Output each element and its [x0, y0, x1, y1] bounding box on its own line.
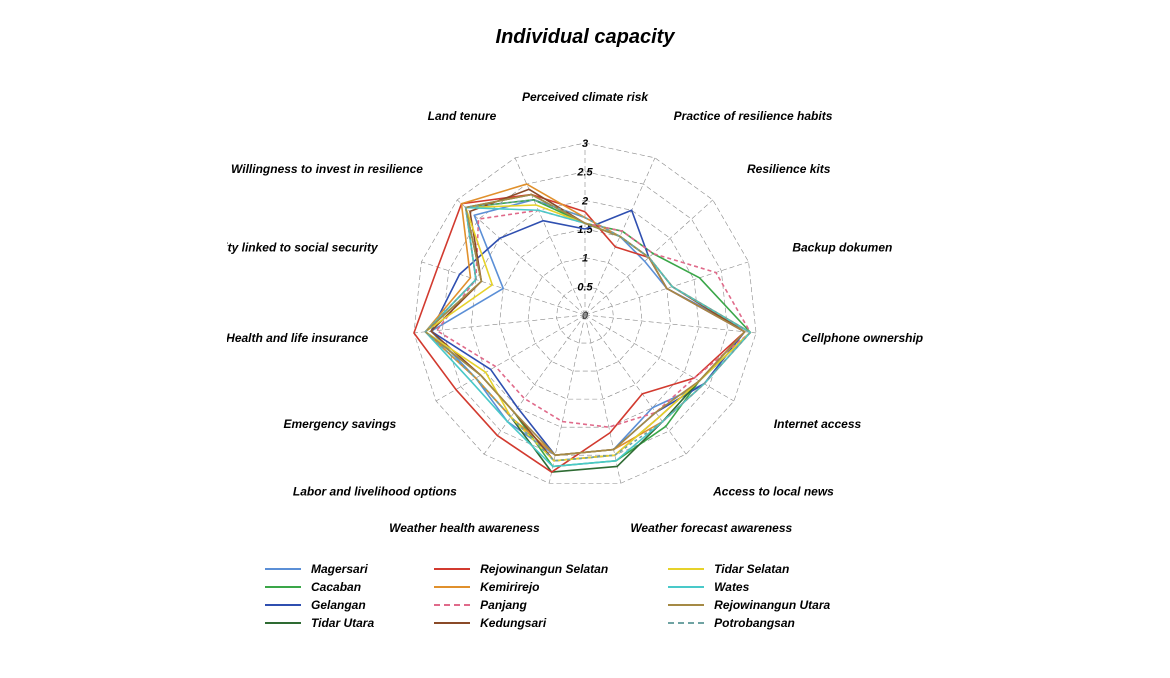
legend-swatch [265, 604, 301, 606]
axis-label: Access to local news [712, 484, 834, 498]
legend-label: Rejowinangun Selatan [480, 562, 608, 576]
legend-swatch [668, 568, 704, 570]
legend-label: Wates [714, 580, 749, 594]
legend-swatch [265, 568, 301, 570]
legend-label: Panjang [480, 598, 527, 612]
legend-label: Cacaban [311, 580, 361, 594]
legend-label: Gelangan [311, 598, 366, 612]
axis-label: Perceived climate risk [522, 90, 649, 104]
ring-label: 2 [581, 195, 588, 207]
legend-swatch [668, 622, 704, 624]
legend-label: Kedungsari [480, 616, 546, 630]
legend-swatch [434, 604, 470, 606]
legend-swatch [434, 586, 470, 588]
axis-label: Health and life insurance [227, 331, 369, 345]
legend-label: Tidar Utara [311, 616, 374, 630]
axis-label: Willingness to invest in resilience [231, 162, 423, 176]
legend-item: Kemirirejo [434, 580, 608, 594]
legend-item: Rejowinangun Selatan [434, 562, 608, 576]
legend-swatch [668, 586, 704, 588]
legend-item: Tidar Utara [265, 616, 374, 630]
legend-item: Kedungsari [434, 616, 608, 630]
legend-label: Tidar Selatan [714, 562, 789, 576]
legend-swatch [668, 604, 704, 606]
axis-label: Weather forecast awareness [630, 521, 792, 535]
axis-label: Land tenure [428, 109, 497, 123]
series-line [431, 210, 745, 455]
legend-swatch [434, 622, 470, 624]
legend-label: Magersari [311, 562, 368, 576]
legend-item: Tidar Selatan [668, 562, 830, 576]
ring-label: 0.5 [577, 281, 593, 293]
legend-item: Rejowinangun Utara [668, 598, 830, 612]
legend-column: Rejowinangun Selatan Kemirirejo Panjang Ked… [434, 562, 608, 630]
legend-column: Magersari Cacaban Gelangan Tidar Utara [265, 562, 374, 630]
legend-swatch [434, 568, 470, 570]
series-line [414, 195, 745, 472]
legend-swatch [265, 586, 301, 588]
legend-column: Tidar Selatan Wates Rejowinangun Utara Potr… [668, 562, 830, 630]
axis-label: Cellphone ownership [802, 331, 923, 345]
legend-item: Gelangan [265, 598, 374, 612]
axis-label: Weather health awareness [389, 521, 540, 535]
axis-label: Resilience kits [747, 162, 831, 176]
series-line [431, 200, 750, 455]
axis-label: Internet access [774, 417, 862, 431]
legend-label: Kemirirejo [480, 580, 539, 594]
legend-label: Potrobangsan [714, 616, 795, 630]
axis-label: Labor and livelihood options [293, 484, 457, 498]
legend-swatch [265, 622, 301, 624]
legend-item: Wates [668, 580, 830, 594]
axis-label: Backup dokumen [792, 241, 892, 255]
legend-item: Potrobangsan [668, 616, 830, 630]
axis-label: Practice of resilience habits [674, 109, 833, 123]
legend-label: Rejowinangun Utara [714, 598, 830, 612]
legend-item: Cacaban [265, 580, 374, 594]
legend: Magersari Cacaban Gelangan Tidar Utara Rejow… [265, 562, 830, 630]
legend-item: Magersari [265, 562, 374, 576]
legend-item: Panjang [434, 598, 608, 612]
axis-label: Proof of identity linked to social secur… [227, 241, 379, 255]
axis-label: Emergency savings [283, 417, 396, 431]
